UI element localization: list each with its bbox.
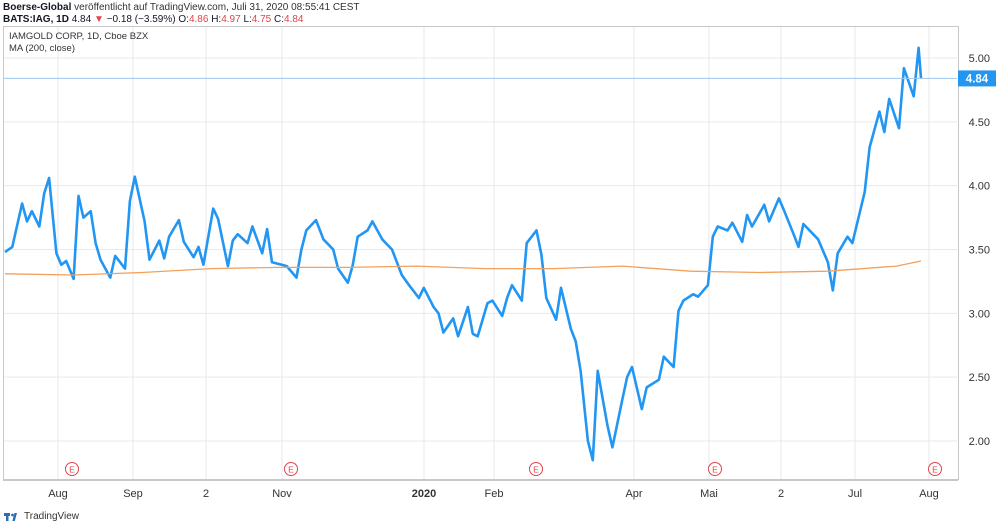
y-tick-label: 3.00 xyxy=(969,308,990,320)
earnings-marker-label: E xyxy=(932,465,938,475)
price-series-line xyxy=(4,46,923,462)
x-tick-label: Jul xyxy=(848,488,862,500)
time-axis[interactable] xyxy=(3,480,958,506)
x-tick-label: Aug xyxy=(919,488,939,500)
price-change: −0.18 (−3.59%) xyxy=(106,14,176,25)
x-tick-label: Aug xyxy=(48,488,68,500)
last-price-badge-label: 4.84 xyxy=(966,73,989,85)
x-tick-label: Apr xyxy=(625,488,642,500)
low-label: L: xyxy=(243,14,252,25)
x-tick-label: Sep xyxy=(123,488,143,500)
y-tick-label: 4.00 xyxy=(969,181,990,193)
x-tick-label: Feb xyxy=(485,488,504,500)
earnings-marker-label: E xyxy=(69,465,75,475)
low-value: 4.75 xyxy=(251,14,272,25)
earnings-marker-icon xyxy=(928,462,942,476)
publisher-name[interactable]: Boerse-Global xyxy=(3,2,72,13)
x-tick-label: 2 xyxy=(778,488,784,500)
high-value: 4.97 xyxy=(221,14,241,25)
header-line-2: BATS:IAG, 1D 4.84 ▼ −0.18 (−3.59%) O:4.8… xyxy=(3,14,360,26)
close-value: 4.84 xyxy=(284,14,304,25)
y-tick-label: 5.00 xyxy=(969,53,990,65)
high-label: H: xyxy=(211,14,222,25)
chart-area[interactable] xyxy=(3,26,958,480)
ticker-label: BATS:IAG, 1D xyxy=(3,14,69,25)
open-value: 4.86 xyxy=(188,14,209,25)
publish-info: veröffentlicht auf TradingView.com, Juli… xyxy=(71,2,360,13)
y-tick-label: 3.50 xyxy=(969,245,990,257)
last-price: 4.84 xyxy=(71,14,92,25)
x-tick-label: Nov xyxy=(272,488,292,500)
footer-brand[interactable]: TradingView xyxy=(24,511,80,522)
close-label: C: xyxy=(274,14,285,25)
open-label: O: xyxy=(178,14,189,25)
header-line-1: Boerse-Global veröffentlicht auf Trading… xyxy=(3,2,360,14)
last-price-badge xyxy=(958,70,996,87)
price-axis[interactable] xyxy=(958,26,1000,480)
tradingview-logo-icon xyxy=(4,512,17,521)
legend-indicator: MA (200, close) xyxy=(9,43,75,54)
header: Boerse-Global veröffentlicht auf Trading… xyxy=(3,2,360,26)
earnings-marker-label: E xyxy=(288,465,294,475)
y-tick-label: 4.50 xyxy=(969,117,990,129)
x-tick-label: 2020 xyxy=(412,488,436,500)
earnings-marker-label: E xyxy=(712,465,718,475)
earnings-marker-icon xyxy=(708,462,722,476)
ma-series-line xyxy=(4,260,922,276)
y-tick-label: 2.00 xyxy=(969,436,990,448)
earnings-marker-icon xyxy=(65,462,79,476)
x-tick-label: 2 xyxy=(203,488,209,500)
earnings-marker-icon xyxy=(529,462,543,476)
y-tick-label: 2.50 xyxy=(969,372,990,384)
x-tick-label: Mai xyxy=(700,488,718,500)
earnings-marker-icon xyxy=(284,462,298,476)
chart-legend: IAMGOLD CORP, 1D, Cboe BZX MA (200, clos… xyxy=(9,31,148,55)
footer: TradingView xyxy=(4,511,79,522)
legend-title: IAMGOLD CORP, 1D, Cboe BZX xyxy=(9,31,149,42)
earnings-marker-label: E xyxy=(533,465,539,475)
down-arrow-icon: ▼ xyxy=(93,14,104,25)
